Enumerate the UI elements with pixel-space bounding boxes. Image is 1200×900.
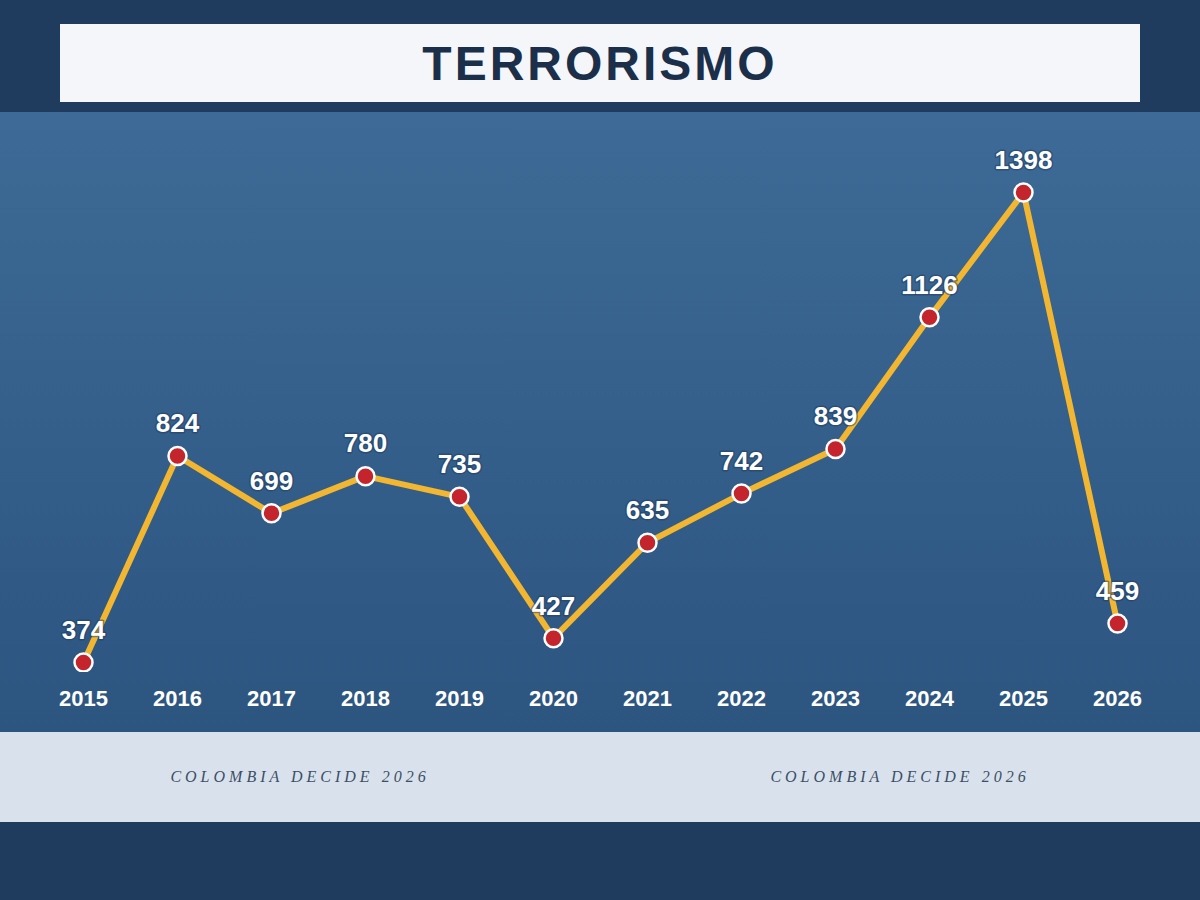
svg-text:1126: 1126 (901, 270, 957, 300)
svg-text:839: 839 (814, 401, 857, 431)
svg-text:635: 635 (626, 495, 669, 525)
html-text:TERRORISMO: TERRORISMO (422, 36, 778, 90)
svg-text:2025: 2025 (999, 686, 1048, 711)
svg-text:2022: 2022 (717, 686, 766, 711)
svg-text:374: 374 (62, 615, 106, 645)
svg-text:427: 427 (532, 590, 575, 620)
svg-text:699: 699 (250, 466, 293, 496)
html-text:COLOMBIA DECIDE 2026: COLOMBIA DECIDE 2026 (770, 768, 1030, 785)
svg-text:2018: 2018 (341, 686, 390, 711)
svg-text:742: 742 (720, 446, 763, 476)
svg-text:2026: 2026 (1093, 686, 1142, 711)
svg-text:2020: 2020 (529, 686, 578, 711)
svg-text:2021: 2021 (623, 686, 672, 711)
svg-text:2016: 2016 (153, 686, 202, 711)
svg-text:780: 780 (344, 428, 387, 458)
svg-text:824: 824 (156, 408, 200, 438)
svg-text:2019: 2019 (435, 686, 484, 711)
html-text:COLOMBIA DECIDE 2026: COLOMBIA DECIDE 2026 (170, 768, 430, 785)
svg-text:2015: 2015 (59, 686, 108, 711)
svg-text:735: 735 (438, 449, 481, 479)
svg-text:2017: 2017 (247, 686, 296, 711)
svg-text:2023: 2023 (811, 686, 860, 711)
svg-text:1398: 1398 (995, 145, 1053, 175)
svg-text:2024: 2024 (905, 686, 955, 711)
svg-text:459: 459 (1096, 576, 1139, 606)
